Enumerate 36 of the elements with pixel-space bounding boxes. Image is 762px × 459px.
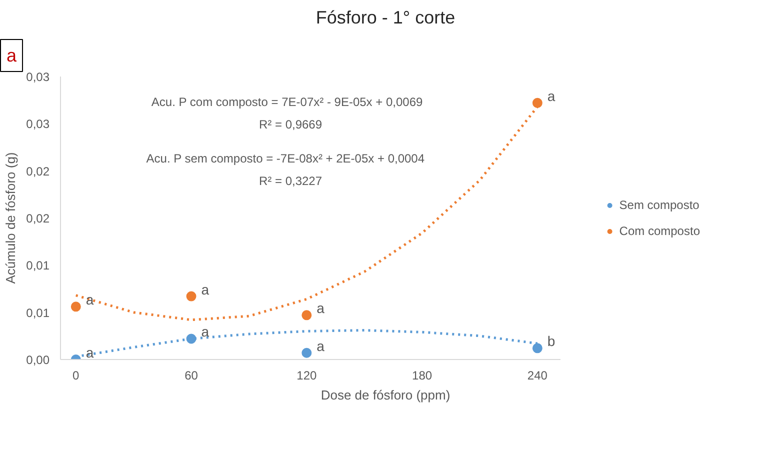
- point: [532, 343, 542, 354]
- y-tick-label: 0,01: [26, 306, 50, 320]
- annotation: Acu. P com composto = 7E-07x² - 9E-05x + 0,0069: [151, 94, 424, 109]
- point: [302, 348, 312, 358]
- point: [532, 98, 542, 108]
- point: [186, 291, 196, 302]
- annotation: a: [201, 324, 210, 340]
- y-tick-label: 0,03: [26, 70, 50, 84]
- text: a: [6, 46, 18, 66]
- point: [70, 302, 81, 312]
- chart-title: Fósforo - 1° corte: [316, 8, 456, 28]
- x-axis-title: Dose de fósforo (ppm): [320, 388, 450, 402]
- annotation: b: [547, 333, 556, 350]
- annotation: R² = 0,9669: [258, 118, 322, 132]
- x-tick-label: 120: [296, 368, 317, 382]
- x-tick-label: 180: [412, 368, 432, 382]
- legend-label: Com composto: [619, 224, 700, 238]
- y-tick-label: 0,00: [26, 353, 50, 367]
- annotation: Acu. P sem composto = -7E-08x² + 2E-05x + 0,0004: [146, 152, 425, 166]
- annotation: a: [316, 338, 325, 354]
- legend-label: Sem composto: [619, 198, 700, 212]
- y-axis-title: Acúmulo de fósforo (g): [3, 152, 18, 284]
- point: [302, 310, 312, 320]
- y-tick-label: 0,02: [26, 164, 50, 178]
- y-tick-label: 0,01: [26, 258, 50, 273]
- annotation: R² = 0,3227: [258, 174, 322, 188]
- annotation: a: [86, 292, 94, 308]
- annotation: a: [86, 344, 94, 360]
- x-tick-label: 60: [184, 368, 198, 382]
- x-tick-label: 0: [72, 368, 80, 382]
- annotation: a: [316, 300, 325, 316]
- annotation: a: [547, 88, 556, 104]
- x-tick-label: 240: [527, 368, 548, 382]
- annotation: a: [201, 281, 210, 298]
- y-tick-label: 0,02: [26, 212, 50, 226]
- y-tick-label: 0,03: [26, 117, 50, 132]
